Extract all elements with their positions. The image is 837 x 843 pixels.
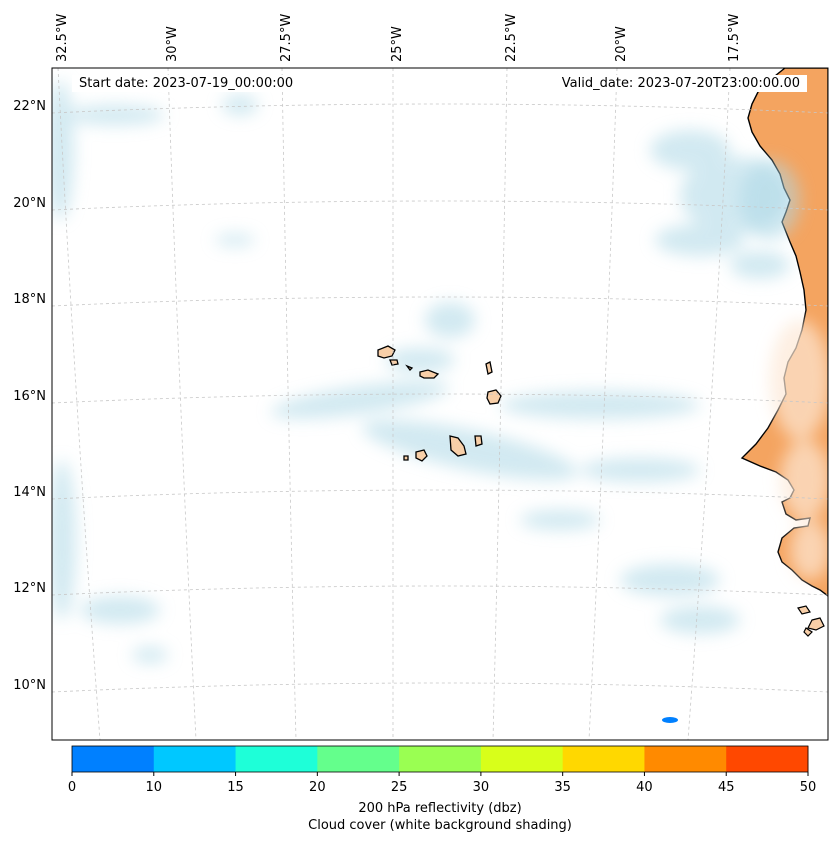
longitude-label: 30°W <box>165 26 180 62</box>
cloud-cover-shading <box>52 80 790 663</box>
latitude-label: 16°N <box>13 389 46 404</box>
longitude-label: 20°W <box>614 26 629 62</box>
colorbar-title: 200 hPa reflectivity (dbz) <box>358 801 522 816</box>
longitude-label: 22.5°W <box>504 14 519 62</box>
meridian-line <box>281 68 297 740</box>
meridian-line <box>167 68 197 740</box>
meridian-line <box>687 68 731 740</box>
colorbar-segment <box>726 746 809 772</box>
colorbar-tick-label: 35 <box>554 780 571 795</box>
land-cloud-shading <box>770 320 828 580</box>
colorbar-tick-label: 45 <box>717 780 735 795</box>
parallel-line <box>52 585 828 596</box>
coastal-island <box>797 605 811 615</box>
colorbar-tick-label: 40 <box>636 780 653 795</box>
coastal-island <box>803 627 813 637</box>
parallel-line <box>52 393 828 404</box>
colorbar-segment <box>399 746 482 772</box>
parallel-line <box>52 103 828 114</box>
longitude-labels: 32.5°W 30°W 27.5°W 25°W 22.5°W 20°W 17.5°W <box>55 14 742 62</box>
latitude-label: 22°N <box>13 99 46 114</box>
graticule-lines <box>52 68 828 740</box>
colorbar-segment <box>480 746 564 772</box>
longitude-label: 17.5°W <box>727 14 742 62</box>
coastal-island <box>807 617 825 631</box>
colorbar-tick-labels: 0 10 15 20 25 30 35 40 45 50 <box>0 780 837 798</box>
colorbar-segment <box>562 746 645 772</box>
parallel-line <box>52 489 828 500</box>
latitude-label: 14°N <box>13 485 46 500</box>
longitude-label: 25°W <box>390 26 405 62</box>
colorbar-tick-label: 30 <box>472 780 490 795</box>
colorbar-segment <box>72 746 155 772</box>
reflectivity-cell <box>662 717 678 723</box>
cape-verde-islands <box>377 345 502 462</box>
colorbar <box>71 745 809 776</box>
meridian-line <box>588 68 618 740</box>
latitude-label: 20°N <box>13 196 46 211</box>
colorbar-subtitle: Cloud cover (white background shading) <box>308 818 572 833</box>
colorbar-tick-label: 25 <box>390 780 408 795</box>
parallel-line <box>52 200 828 211</box>
latitude-label: 18°N <box>13 292 46 307</box>
colorbar-segment <box>644 746 727 772</box>
latitude-label: 12°N <box>13 581 46 596</box>
meridian-line <box>492 68 508 740</box>
colorbar-tick-label: 0 <box>67 780 77 795</box>
latitude-label: 10°N <box>13 678 46 693</box>
longitude-label: 32.5°W <box>55 14 70 62</box>
colorbar-tick-label: 20 <box>309 780 326 795</box>
parallel-line <box>52 682 828 693</box>
colorbar-tick-label: 10 <box>145 780 163 795</box>
colorbar-segment <box>317 746 400 772</box>
colorbar-outline <box>71 745 809 773</box>
valid-date-label: Valid_date: 2023-07-20T23:00:00.00 <box>554 75 807 92</box>
start-date-label: Start date: 2023-07-19_00:00:00 <box>72 75 301 92</box>
colorbar-segment <box>235 746 318 772</box>
colorbar-segment <box>153 746 237 772</box>
meridian-line <box>57 68 101 740</box>
parallel-line <box>52 296 828 307</box>
coastal-cloud <box>740 160 800 240</box>
map-frame <box>51 67 829 741</box>
colorbar-tick-label: 15 <box>227 780 244 795</box>
longitude-label: 27.5°W <box>279 14 294 62</box>
colorbar-tick-label: 50 <box>799 780 817 795</box>
latitude-labels: 22°N 20°N 18°N 16°N 14°N 12°N 10°N <box>13 99 46 693</box>
